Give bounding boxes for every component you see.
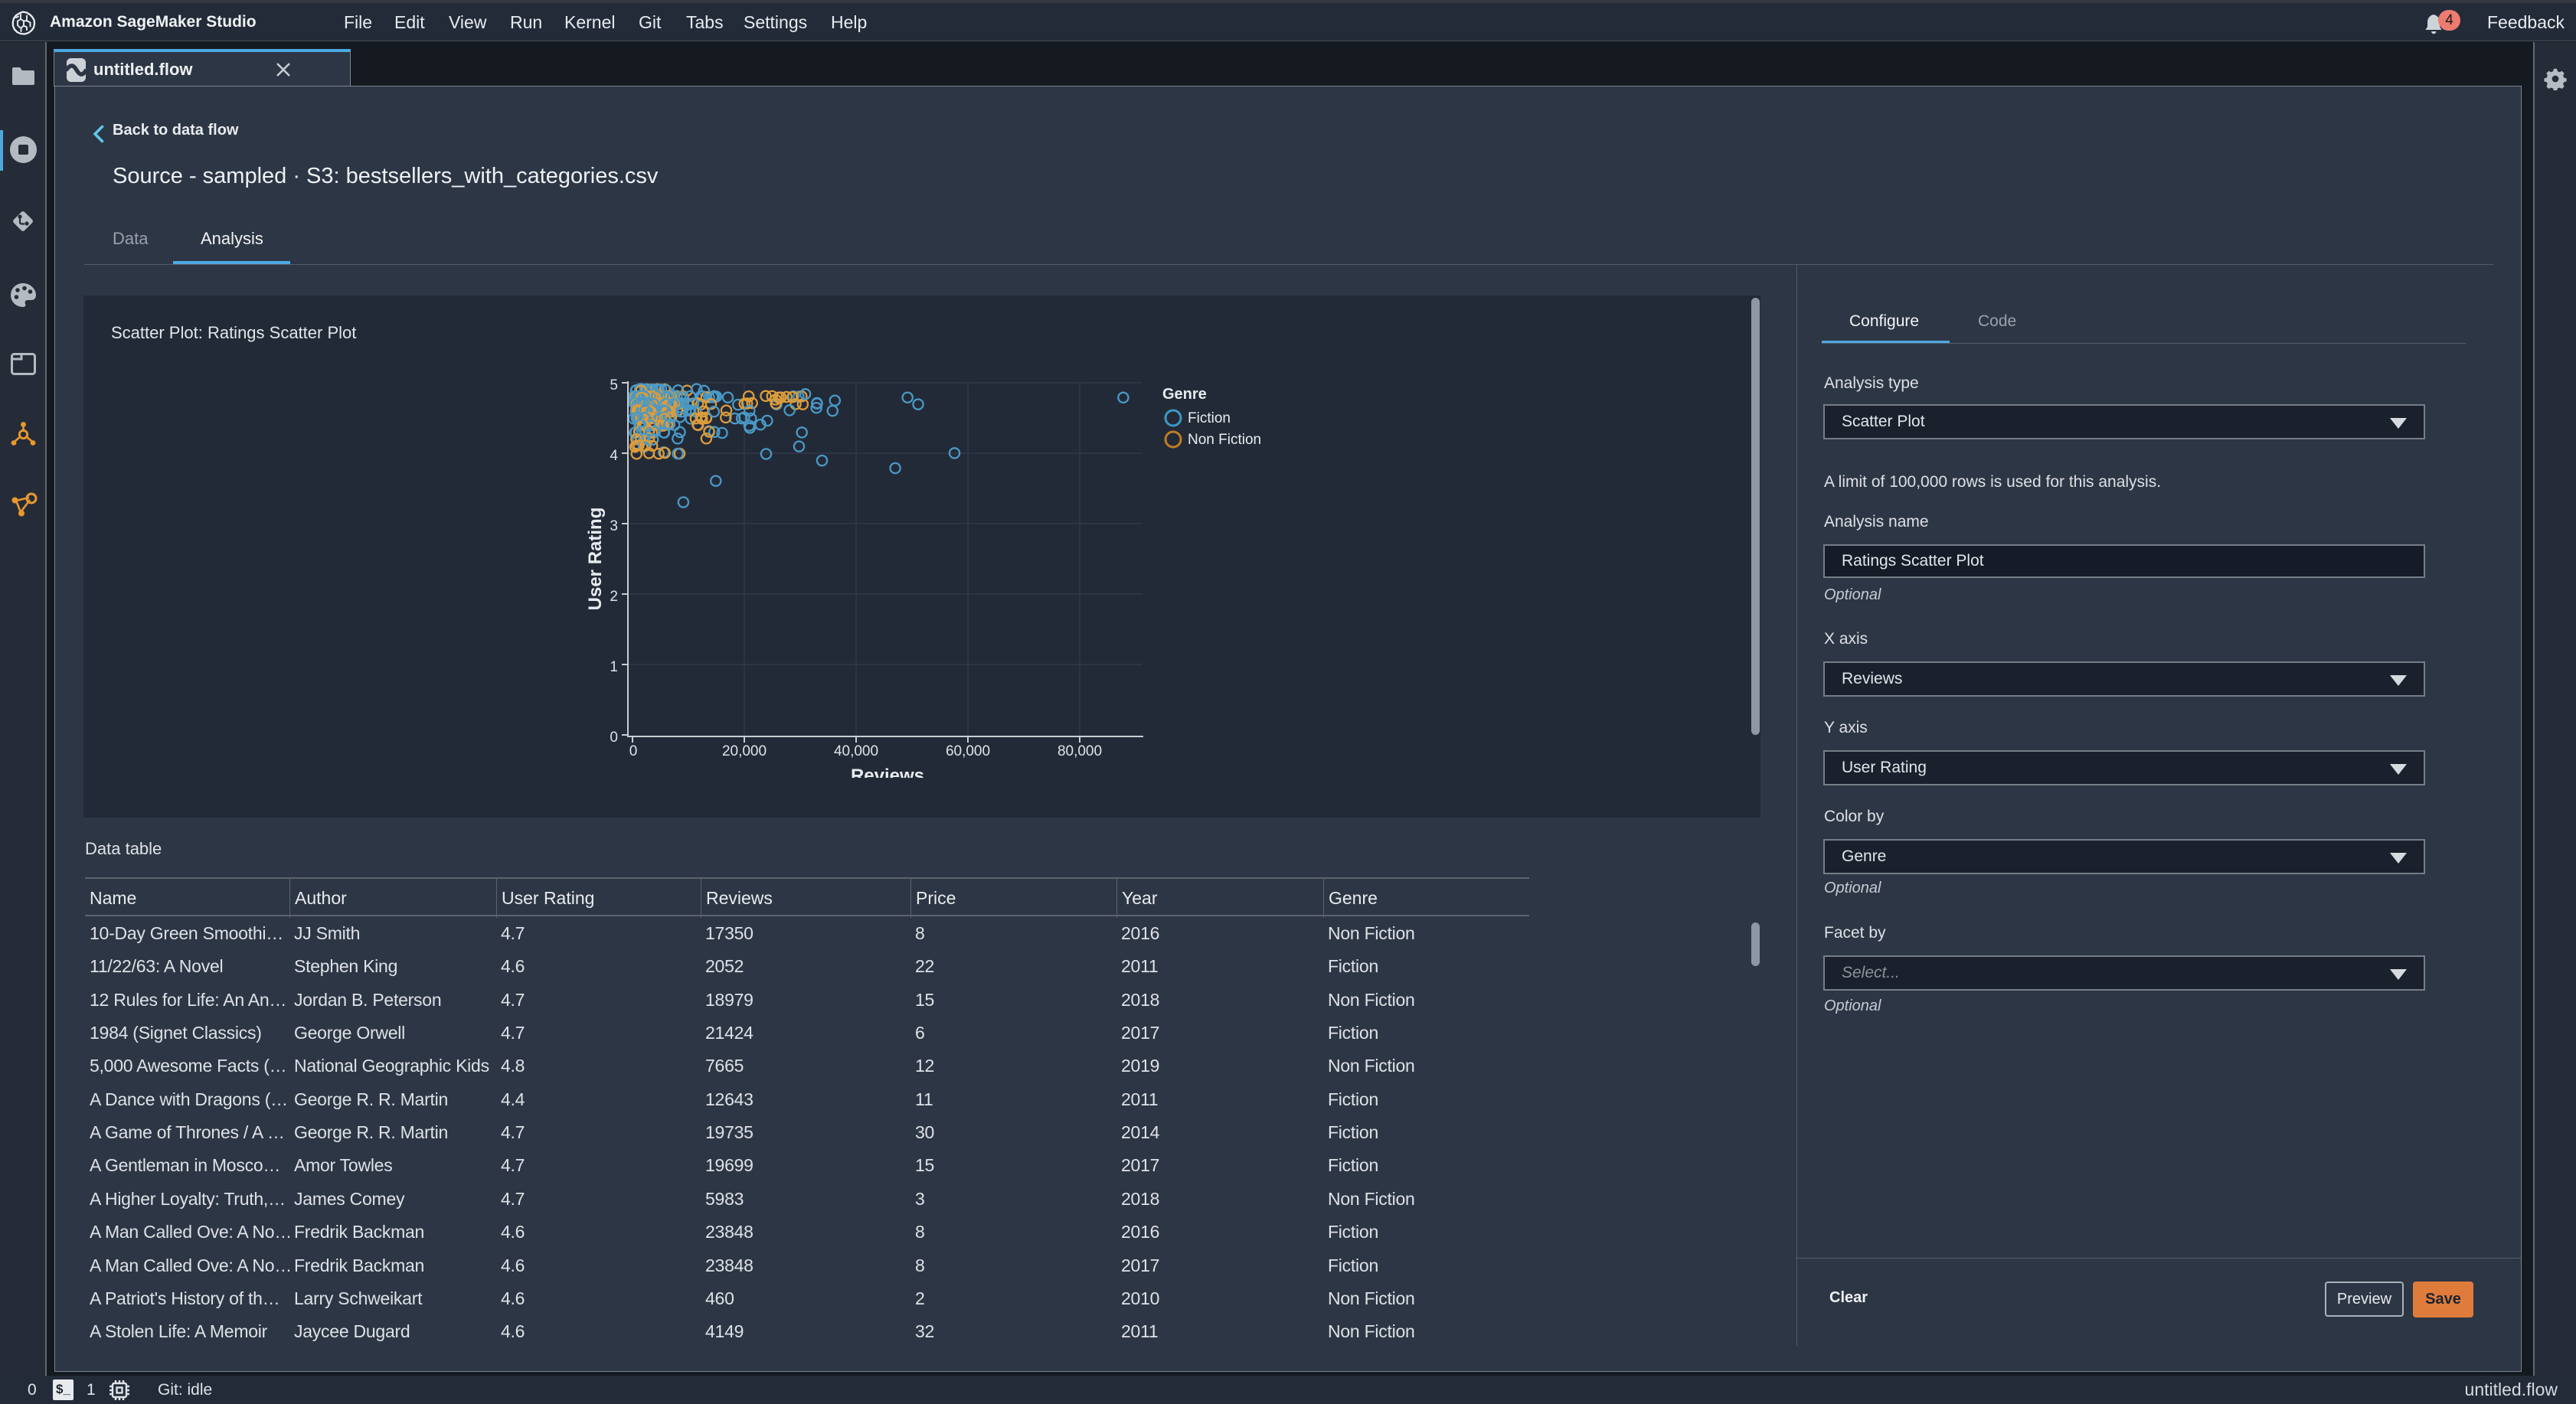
svg-text:Non Fiction: Non Fiction xyxy=(1188,432,1261,448)
svg-text:Genre: Genre xyxy=(1162,386,1207,403)
svg-text:2: 2 xyxy=(610,589,618,605)
svg-text:0: 0 xyxy=(610,730,618,746)
svg-text:40,000: 40,000 xyxy=(834,743,878,759)
svg-text:0: 0 xyxy=(629,743,638,759)
svg-text:60,000: 60,000 xyxy=(946,743,990,759)
svg-text:4: 4 xyxy=(610,448,618,464)
svg-text:3: 3 xyxy=(610,518,618,534)
svg-text:Reviews: Reviews xyxy=(851,766,924,778)
svg-text:20,000: 20,000 xyxy=(722,743,767,759)
svg-text:80,000: 80,000 xyxy=(1058,743,1102,759)
svg-text:User Rating: User Rating xyxy=(585,508,606,611)
svg-text:5: 5 xyxy=(610,377,618,393)
svg-text:Fiction: Fiction xyxy=(1188,410,1231,426)
svg-text:1: 1 xyxy=(610,659,618,675)
